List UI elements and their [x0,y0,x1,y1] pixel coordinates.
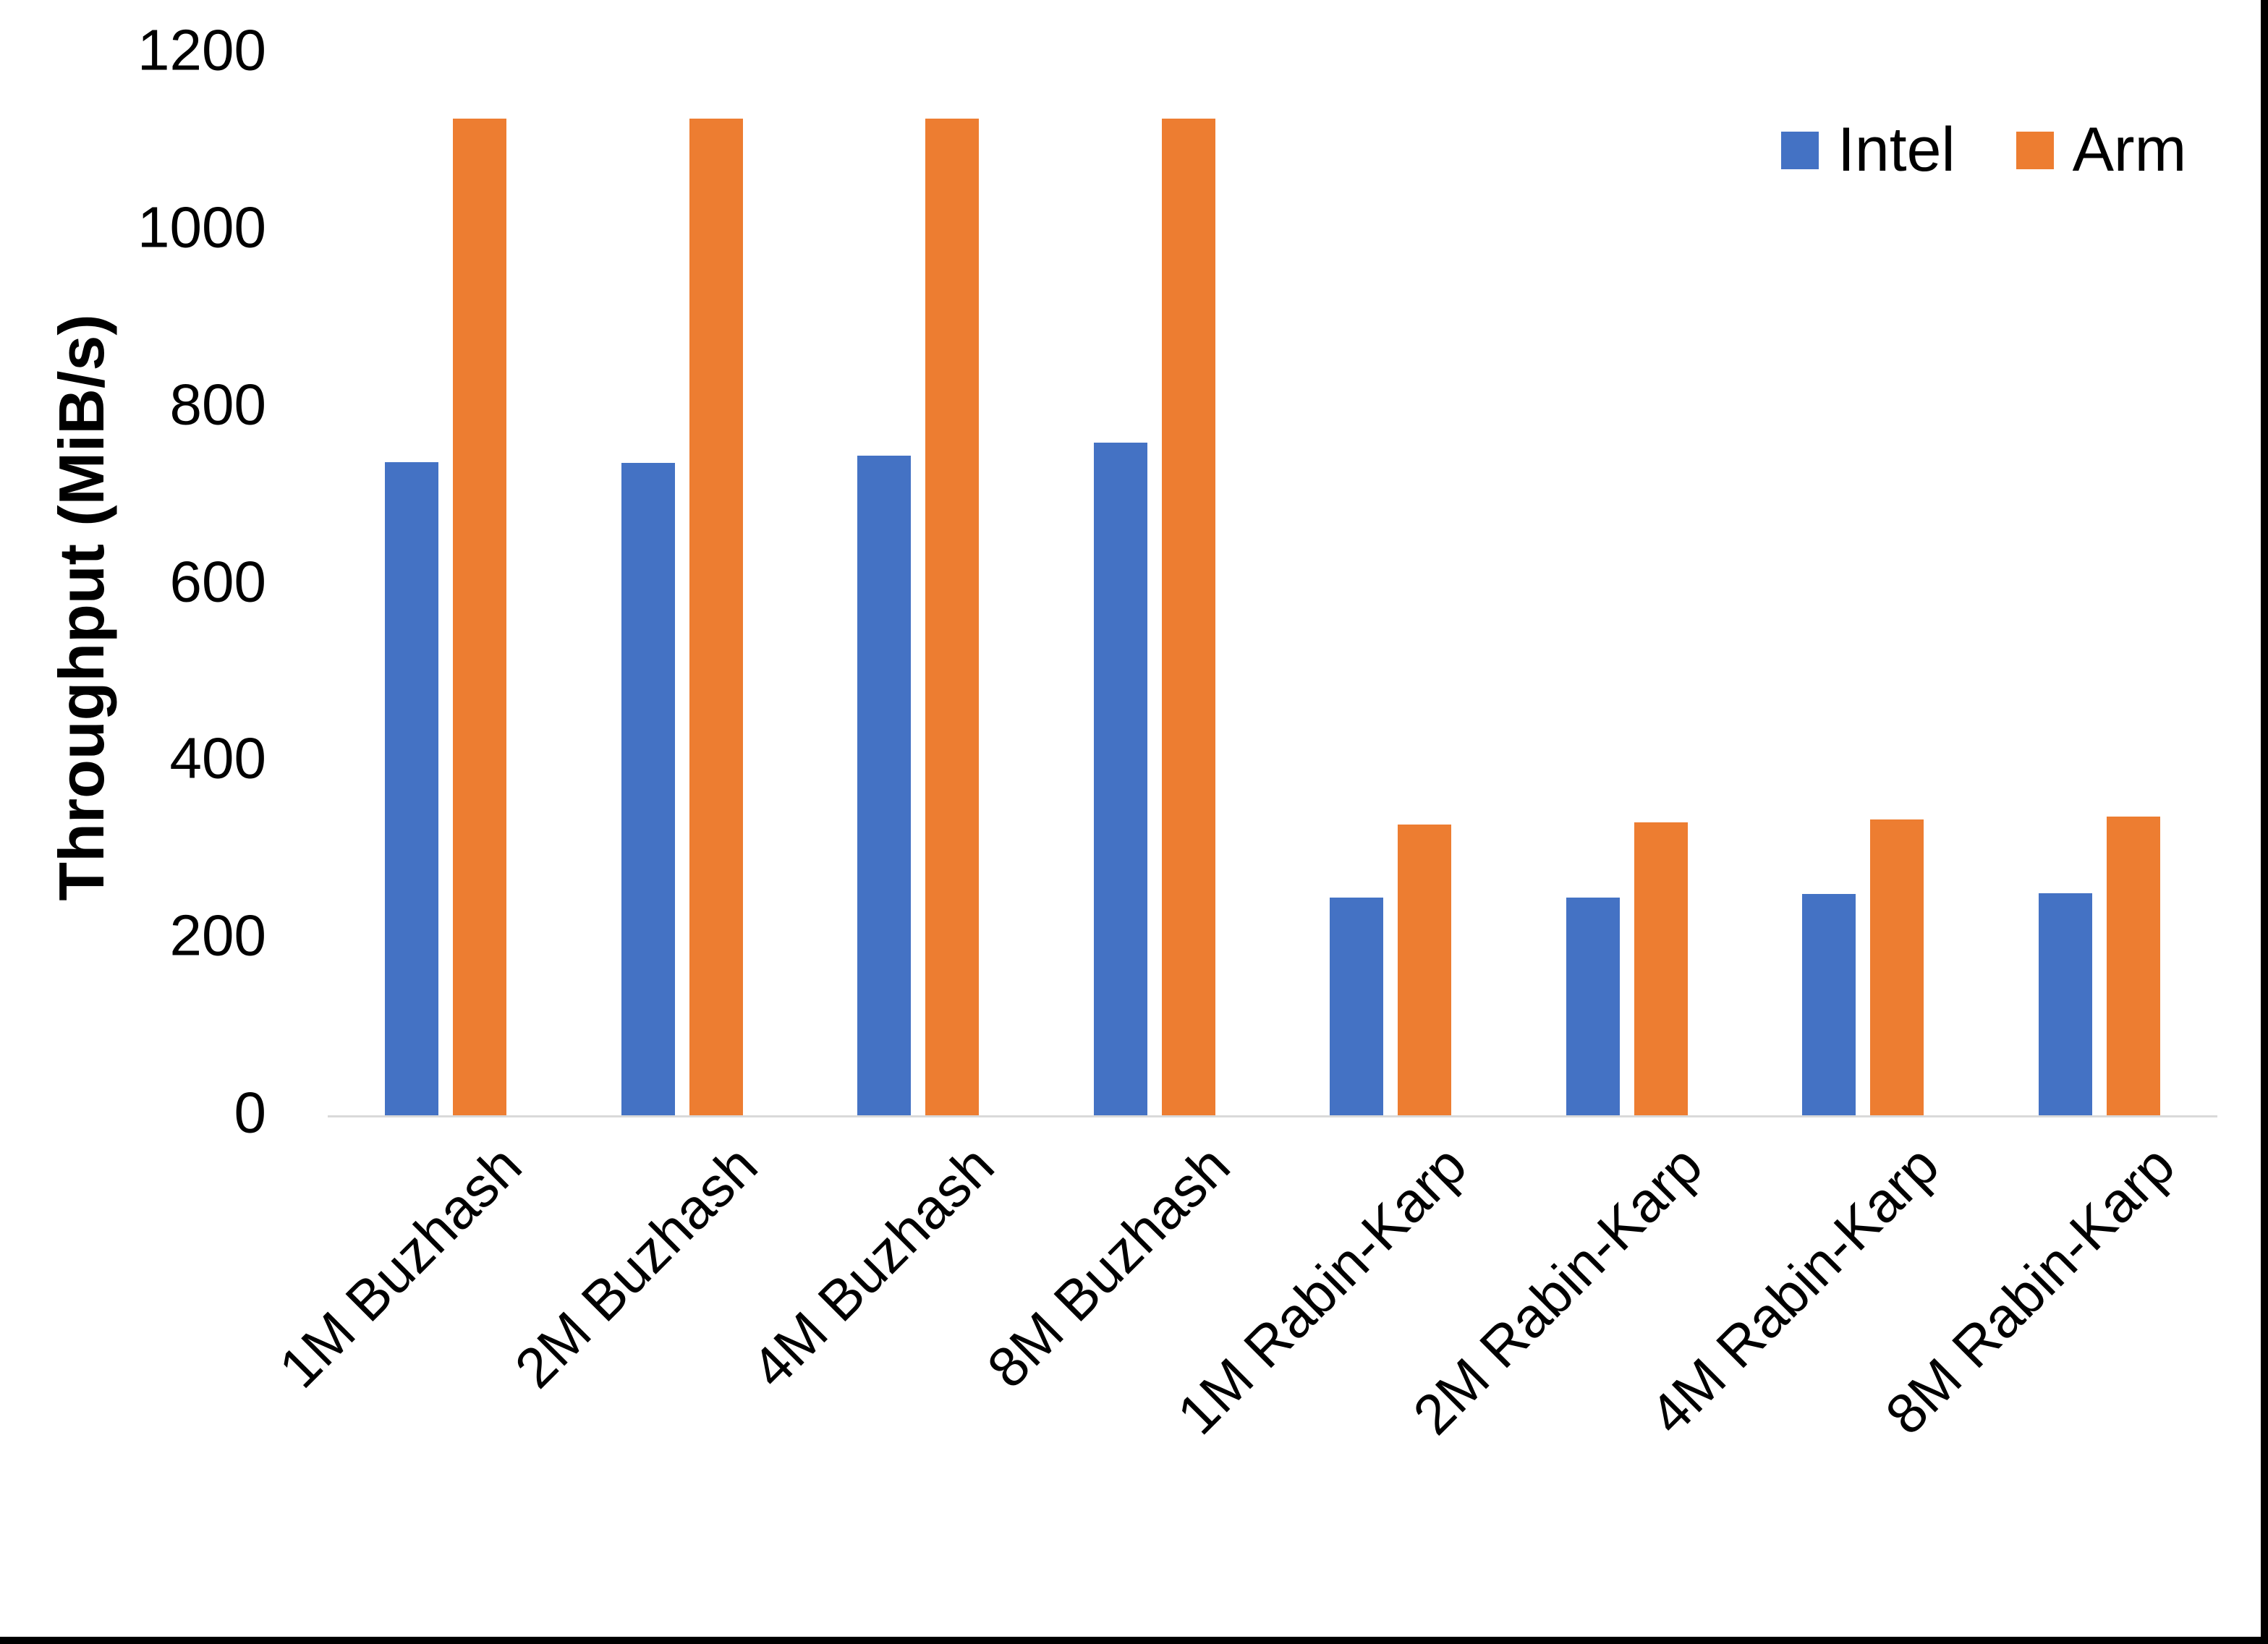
bar-intel-4 [1330,897,1384,1115]
bar-intel-0 [385,461,439,1115]
legend-item-arm: Arm [2016,114,2187,186]
y-axis-tick-label: 0 [234,1080,267,1145]
y-axis-tick-label: 1200 [137,17,266,82]
x-axis-label: 8M Buzhash [974,1133,1242,1400]
bar-arm-7 [2106,817,2160,1115]
bar-arm-0 [453,118,507,1115]
plot-area: 1M Buzhash 2M Buzhash 4M Buzhash 8M Buzhash… [266,53,2218,1447]
bar-intel-7 [2038,893,2092,1115]
x-axis-line [328,1115,2217,1117]
bar-intel-2 [857,456,912,1115]
x-axis-label: 4M Buzhash [739,1133,1006,1400]
x-axis-label: 1M Buzhash [266,1133,534,1400]
bar-arm-3 [1161,118,1215,1115]
bar-group: 4M Buzhash [739,53,1037,1400]
arm-series-swatch-icon [2016,131,2054,169]
x-axis-label: 2M Buzhash [502,1133,770,1400]
bar-group: 1M Rabin-Karp [1165,53,1509,1447]
bar-intel-5 [1566,897,1620,1115]
y-axis-tick-label: 400 [169,725,266,791]
bar-arm-1 [689,118,743,1115]
y-axis-tick-label: 1000 [137,195,266,260]
y-axis-tick-label: 600 [169,548,266,613]
bar-arm-6 [1870,819,1924,1115]
bar-arm-2 [925,118,980,1115]
legend-label-arm: Arm [2072,115,2187,184]
bar-group: 2M Buzhash [503,53,801,1400]
bar-arm-5 [1634,822,1688,1115]
y-axis-tick-label: 200 [169,903,266,968]
legend-item-intel: Intel [1781,114,1955,186]
bar-intel-1 [621,462,675,1115]
bar-intel-3 [1093,442,1147,1115]
bar-group: 1M Buzhash [266,53,564,1400]
bar-group: 8M Buzhash [975,53,1273,1400]
bar-group: 2M Rabin-Karp [1401,53,1746,1447]
bar-group: 8M Rabin-Karp [1874,53,2218,1447]
bar-intel-6 [1802,893,1856,1115]
screenshot-right-border [2261,0,2268,1644]
intel-series-swatch-icon [1781,131,1819,169]
bar-groups: 1M Buzhash 2M Buzhash 4M Buzhash 8M Buzhash… [266,53,2218,1447]
legend: Intel Arm [1781,114,2186,186]
y-axis-title: Throughput (MiB/s) [46,314,117,901]
y-axis-tick-label: 800 [169,371,266,436]
bar-arm-4 [1398,825,1452,1115]
screenshot-bottom-border [0,1637,2268,1644]
legend-label-intel: Intel [1838,115,1955,184]
bar-group: 4M Rabin-Karp [1637,53,1982,1447]
